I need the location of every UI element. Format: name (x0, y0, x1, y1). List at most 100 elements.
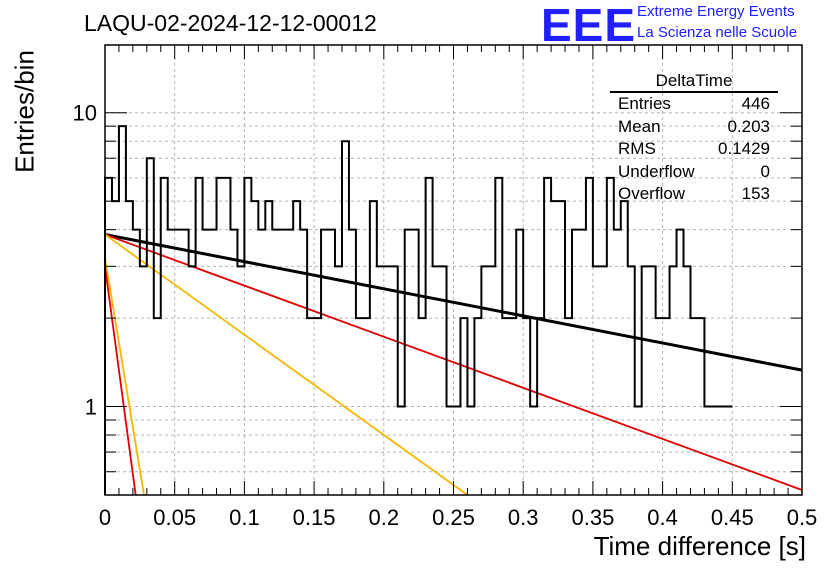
stats-row-underflow: Underflow 0 (610, 161, 778, 184)
histogram-bin (649, 266, 656, 495)
histogram-bin (642, 266, 649, 495)
stats-value: 0.203 (727, 116, 770, 136)
histogram-bin (251, 201, 258, 495)
x-tick-label: 0.25 (432, 505, 475, 530)
histogram-bin (481, 266, 488, 495)
histogram-bin (391, 266, 398, 495)
histogram-bin (168, 230, 175, 495)
y-axis-label: Entries/bin (9, 50, 40, 173)
histogram (104, 125, 733, 495)
histogram-bin (217, 178, 224, 495)
histogram-bin (328, 230, 335, 495)
fit-fast-exp-orange (104, 257, 145, 496)
histogram-bin (105, 178, 112, 495)
histogram-bin (684, 266, 691, 495)
histogram-bin (551, 201, 558, 495)
axis-ticks (104, 45, 803, 496)
histogram-bin (237, 266, 244, 495)
histogram-bin (230, 230, 237, 495)
eee-logo: EEE (541, 0, 637, 51)
histogram-bin (182, 230, 189, 495)
stats-row-entries: Entries 446 (610, 93, 778, 116)
histogram-bin (426, 178, 433, 495)
histogram-bin (516, 230, 523, 495)
histogram-bin (628, 266, 635, 495)
histogram-bin (593, 266, 600, 495)
histogram-bin (300, 230, 307, 495)
chart-title: LAQU-02-2024-12-12-00012 (84, 10, 377, 36)
fit-fast-exp-red (104, 266, 137, 496)
histogram-bin (488, 266, 495, 495)
histogram-bin (370, 201, 377, 495)
x-tick-label: 0.2 (369, 505, 400, 530)
histogram-bin (119, 126, 126, 495)
y-tick-label: 10 (73, 101, 97, 126)
x-tick-labels: 0 0.05 0.1 0.15 0.2 0.25 0.3 0.35 0.4 0.45 0.5 (99, 505, 817, 530)
histogram-bin (189, 266, 196, 495)
histogram-bin (321, 230, 328, 495)
y-tick-labels: 1 10 (73, 101, 97, 420)
histogram-bin (133, 230, 140, 495)
stats-label: Underflow (618, 161, 695, 181)
stats-value: 0 (760, 161, 770, 181)
fit-total-fit (104, 233, 803, 372)
histogram-bin (293, 201, 300, 495)
histogram-bin (335, 266, 342, 495)
stats-row-rms: RMS 0.1429 (610, 138, 778, 161)
stats-value: 0.1429 (718, 139, 770, 158)
x-tick-label: 0.45 (711, 505, 754, 530)
stats-row-mean: Mean 0.203 (610, 116, 778, 139)
fit-curves (104, 233, 803, 496)
histogram-bin (558, 201, 565, 495)
histogram-bin (147, 158, 154, 495)
histogram-bin (614, 230, 621, 495)
histogram-bin (572, 230, 579, 495)
histogram-bin (210, 230, 217, 495)
fit-slow-exp (104, 233, 803, 491)
histogram-bin (677, 230, 684, 495)
histogram-bin (384, 266, 391, 495)
x-tick-label: 0.35 (571, 505, 614, 530)
histogram-bin (495, 178, 502, 495)
stats-value: 153 (741, 184, 770, 203)
brand-line-2: La Scienza nelle Scuole (637, 24, 798, 41)
stats-label: Mean (618, 116, 661, 136)
histogram-bin (265, 201, 272, 495)
histogram-bin (377, 266, 384, 495)
x-tick-label: 0 (99, 505, 111, 530)
histogram-bin (175, 230, 182, 495)
histogram-bin (544, 178, 551, 495)
histogram-bin (203, 230, 210, 495)
histogram-bin (600, 266, 607, 495)
y-tick-label: 1 (85, 395, 97, 420)
histogram-bin (621, 201, 628, 495)
stats-box: DeltaTime Entries 446 Mean 0.203 RMS 0.1… (610, 70, 778, 206)
x-tick-label: 0.3 (508, 505, 539, 530)
x-tick-label: 0.05 (153, 505, 196, 530)
histogram-bin (586, 178, 593, 495)
x-tick-label: 0.4 (647, 505, 678, 530)
stats-label: RMS (618, 139, 656, 158)
histogram-bin (161, 178, 168, 495)
stats-value: 446 (741, 94, 770, 113)
stats-title: DeltaTime (610, 70, 778, 93)
histogram-bin (579, 230, 586, 495)
histogram-bin (607, 178, 614, 495)
histogram-bin (223, 178, 230, 495)
histogram-bin (349, 230, 356, 495)
histogram-bin (196, 178, 203, 495)
x-tick-label: 0.1 (229, 505, 260, 530)
stats-label: Overflow (618, 184, 686, 203)
x-axis-label: Time difference [s] (593, 531, 806, 561)
stats-row-overflow: Overflow 153 (610, 183, 778, 206)
fit-mid-exp (104, 233, 468, 496)
histogram-bin (140, 266, 147, 495)
stats-label: Entries (618, 94, 671, 113)
histogram-bin (258, 230, 265, 495)
x-tick-label: 0.15 (293, 505, 336, 530)
brand-line-1: Extreme Energy Events (637, 3, 795, 20)
x-tick-label: 0.5 (787, 505, 818, 530)
histogram-bin (670, 266, 677, 495)
histogram-outline (104, 125, 733, 495)
